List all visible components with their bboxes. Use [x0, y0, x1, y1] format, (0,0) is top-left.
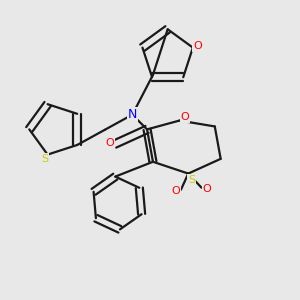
Text: O: O	[171, 186, 180, 196]
Text: N: N	[128, 108, 137, 121]
Text: O: O	[202, 184, 211, 194]
Text: O: O	[193, 41, 202, 51]
Text: S: S	[41, 154, 48, 164]
Text: O: O	[105, 138, 114, 148]
Text: S: S	[188, 175, 195, 185]
Text: O: O	[180, 112, 189, 122]
